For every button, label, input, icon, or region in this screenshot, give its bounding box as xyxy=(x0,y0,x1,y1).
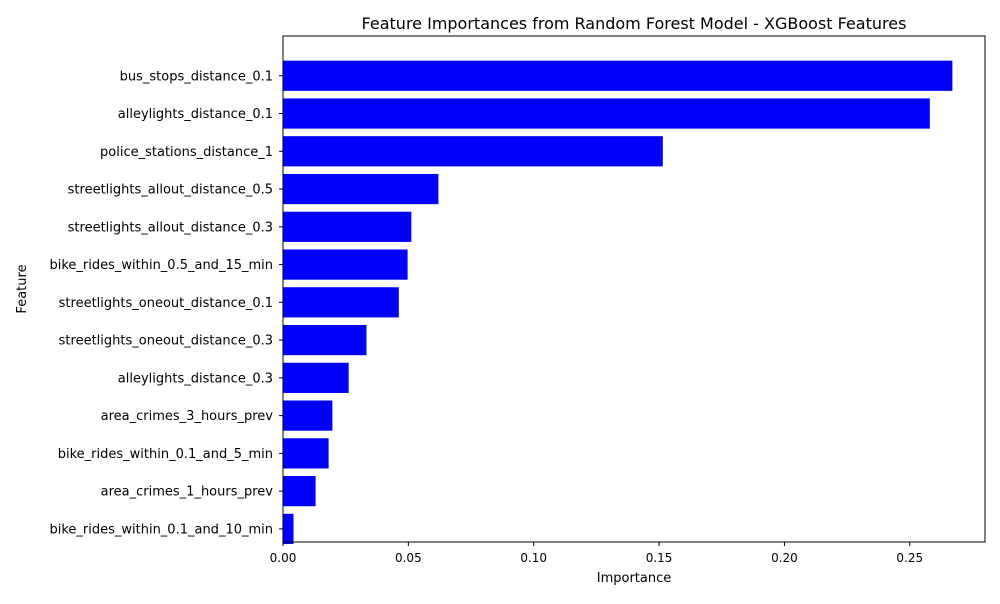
x-tick-label: 0.00 xyxy=(270,551,297,565)
bar xyxy=(283,400,333,431)
bar xyxy=(283,98,930,129)
bar xyxy=(283,249,408,280)
y-tick-label: alleylights_distance_0.3 xyxy=(118,371,273,386)
chart-title: Feature Importances from Random Forest M… xyxy=(362,14,907,33)
bar xyxy=(283,173,439,205)
y-tick-label: streetlights_allout_distance_0.3 xyxy=(68,220,273,235)
x-axis-label: Importance xyxy=(597,571,672,586)
bar xyxy=(283,324,367,356)
bar-group xyxy=(283,60,953,544)
y-tick-label: bike_rides_within_0.5_and_15_min xyxy=(49,258,273,273)
bar xyxy=(283,136,663,167)
y-tick-label: alleylights_distance_0.1 xyxy=(118,107,273,122)
x-tick-label: 0.15 xyxy=(646,551,673,565)
bar xyxy=(283,287,399,318)
y-tick-label: streetlights_oneout_distance_0.3 xyxy=(59,334,273,349)
bar xyxy=(283,438,329,469)
plot-frame xyxy=(282,35,986,543)
y-axis-label: Feature xyxy=(15,264,30,313)
y-tick-label: area_crimes_3_hours_prev xyxy=(101,409,274,424)
x-axis-ticks: 0.00 0.05 0.10 0.15 0.20 0.25 xyxy=(270,542,923,565)
bar xyxy=(283,211,412,242)
y-tick-label: area_crimes_1_hours_prev xyxy=(101,485,274,500)
bar xyxy=(283,362,349,393)
bar xyxy=(283,476,316,507)
x-tick-label: 0.05 xyxy=(395,551,422,565)
y-tick-label: bike_rides_within_0.1_and_5_min xyxy=(58,447,273,462)
x-tick-label: 0.25 xyxy=(896,551,923,565)
y-tick-label: bike_rides_within_0.1_and_10_min xyxy=(49,522,273,537)
y-tick-label: police_stations_distance_1 xyxy=(100,145,273,160)
x-tick-label: 0.20 xyxy=(771,551,798,565)
y-tick-label: streetlights_allout_distance_0.5 xyxy=(68,183,273,198)
bar xyxy=(283,60,953,91)
y-tick-label: bus_stops_distance_0.1 xyxy=(120,69,273,84)
y-axis-ticks: bus_stops_distance_0.1 alleylights_distan… xyxy=(49,69,283,537)
y-tick-label: streetlights_oneout_distance_0.1 xyxy=(59,296,273,311)
x-tick-label: 0.10 xyxy=(520,551,547,565)
bar xyxy=(283,513,294,544)
